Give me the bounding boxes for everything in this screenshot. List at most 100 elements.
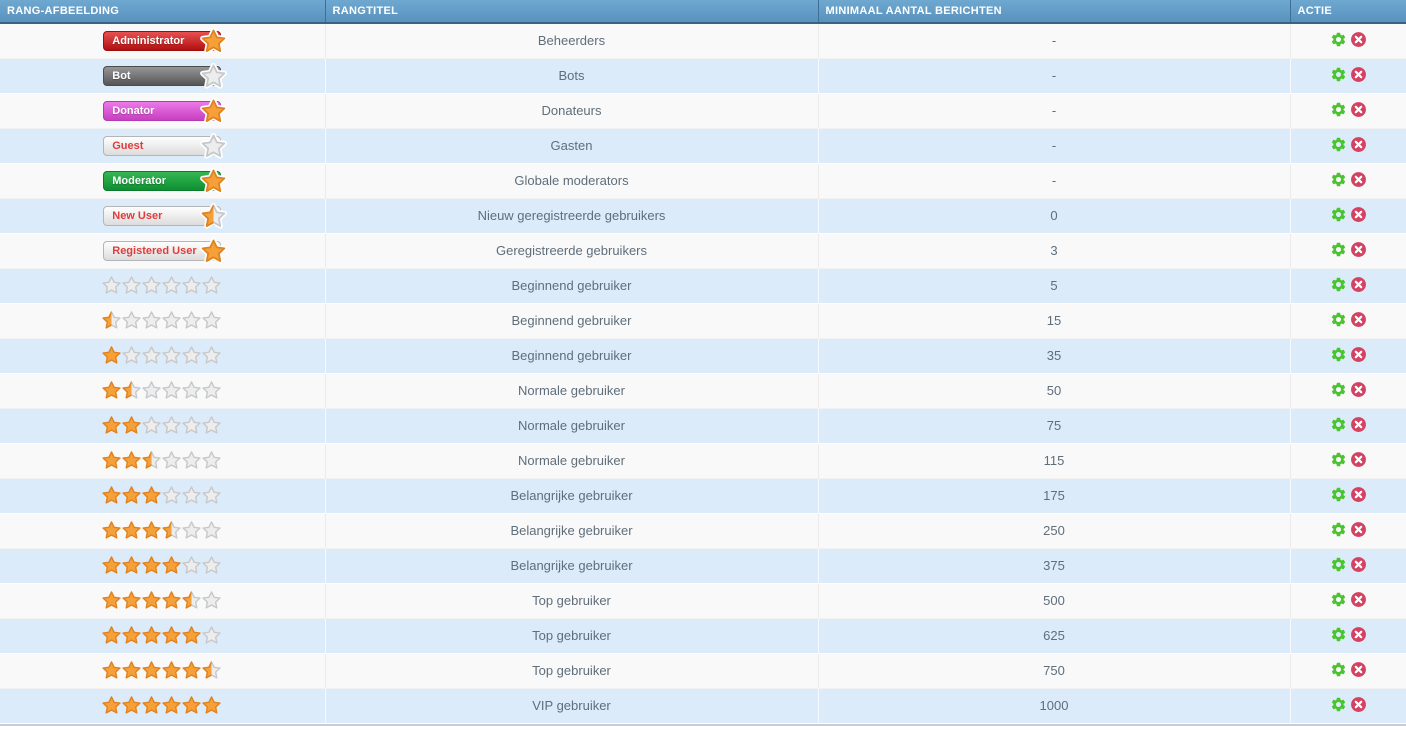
actions-cell xyxy=(1289,58,1406,94)
gear-icon[interactable] xyxy=(1330,451,1347,468)
actions-cell xyxy=(1289,653,1406,689)
rank-row: Donator Donateurs - xyxy=(0,93,1406,129)
delete-icon[interactable] xyxy=(1350,206,1367,223)
delete-icon[interactable] xyxy=(1350,521,1367,538)
delete-icon[interactable] xyxy=(1350,136,1367,153)
rank-badge-label: Donator xyxy=(112,104,155,117)
rank-image-cell xyxy=(0,513,325,549)
gear-icon[interactable] xyxy=(1330,31,1347,48)
rank-image-cell xyxy=(0,303,325,339)
gear-icon[interactable] xyxy=(1330,661,1347,678)
star-icon xyxy=(162,416,181,434)
star-icon xyxy=(162,696,181,714)
star-icon xyxy=(202,381,221,399)
star-icon xyxy=(182,311,201,329)
rank-title-cell: Belangrijke gebruiker xyxy=(324,478,818,514)
actions-cell xyxy=(1289,163,1406,199)
gear-icon[interactable] xyxy=(1330,416,1347,433)
gear-icon[interactable] xyxy=(1330,521,1347,538)
delete-icon[interactable] xyxy=(1350,276,1367,293)
gear-icon[interactable] xyxy=(1330,101,1347,118)
gear-icon[interactable] xyxy=(1330,591,1347,608)
gear-icon[interactable] xyxy=(1330,311,1347,328)
badge-star-icon xyxy=(200,62,228,90)
star-icon xyxy=(182,381,201,399)
star-icon xyxy=(122,311,141,329)
min-posts-cell: 3 xyxy=(817,233,1290,269)
gear-icon[interactable] xyxy=(1330,136,1347,153)
rank-image-cell xyxy=(0,268,325,304)
gear-icon[interactable] xyxy=(1330,206,1347,223)
rank-badge: Donator xyxy=(103,97,228,124)
star-icon xyxy=(162,556,181,574)
gear-icon[interactable] xyxy=(1330,241,1347,258)
rank-title-cell: Normale gebruiker xyxy=(324,373,818,409)
star-icon xyxy=(142,696,161,714)
star-icon xyxy=(142,486,161,504)
rank-row: New User Nieuw geregistreerde gebruikers 0 xyxy=(0,198,1406,234)
delete-icon[interactable] xyxy=(1350,31,1367,48)
star-icon xyxy=(182,486,201,504)
delete-icon[interactable] xyxy=(1350,626,1367,643)
gear-icon[interactable] xyxy=(1330,626,1347,643)
delete-icon[interactable] xyxy=(1350,416,1367,433)
delete-icon[interactable] xyxy=(1350,556,1367,573)
star-icon xyxy=(182,661,201,679)
rank-row: Normale gebruiker 50 xyxy=(0,373,1406,409)
gear-icon[interactable] xyxy=(1330,171,1347,188)
delete-icon[interactable] xyxy=(1350,696,1367,713)
delete-icon[interactable] xyxy=(1350,591,1367,608)
star-icon xyxy=(162,381,181,399)
min-posts-cell: 1000 xyxy=(817,688,1290,724)
star-icon xyxy=(162,276,181,294)
star-icon xyxy=(182,591,201,609)
gear-icon[interactable] xyxy=(1330,696,1347,713)
star-icon xyxy=(162,486,181,504)
star-icon xyxy=(182,626,201,644)
gear-icon[interactable] xyxy=(1330,276,1347,293)
rank-image-cell xyxy=(0,548,325,584)
delete-icon[interactable] xyxy=(1350,101,1367,118)
rank-row: Belangrijke gebruiker 375 xyxy=(0,548,1406,584)
badge-star-icon xyxy=(200,202,228,230)
delete-icon[interactable] xyxy=(1350,171,1367,188)
gear-icon[interactable] xyxy=(1330,381,1347,398)
min-posts-cell: - xyxy=(817,163,1290,199)
gear-icon[interactable] xyxy=(1330,346,1347,363)
gear-icon[interactable] xyxy=(1330,486,1347,503)
actions-cell xyxy=(1289,303,1406,339)
gear-icon[interactable] xyxy=(1330,66,1347,83)
delete-icon[interactable] xyxy=(1350,241,1367,258)
min-posts-cell: 35 xyxy=(817,338,1290,374)
actions-cell xyxy=(1289,198,1406,234)
rank-title-cell: Belangrijke gebruiker xyxy=(324,548,818,584)
rank-badge: Registered User xyxy=(103,237,228,264)
rank-title-cell: Normale gebruiker xyxy=(324,443,818,479)
star-icon xyxy=(162,626,181,644)
delete-icon[interactable] xyxy=(1350,311,1367,328)
rank-row: Belangrijke gebruiker 250 xyxy=(0,513,1406,549)
star-icon xyxy=(202,661,221,679)
delete-icon[interactable] xyxy=(1350,486,1367,503)
column-header-rank-title: RANGTITEL xyxy=(324,0,818,24)
delete-icon[interactable] xyxy=(1350,346,1367,363)
actions-cell xyxy=(1289,548,1406,584)
badge-star-icon xyxy=(200,237,228,265)
delete-icon[interactable] xyxy=(1350,661,1367,678)
rank-badge: Guest xyxy=(103,132,228,159)
gear-icon[interactable] xyxy=(1330,556,1347,573)
star-icon xyxy=(142,591,161,609)
delete-icon[interactable] xyxy=(1350,381,1367,398)
min-posts-cell: 175 xyxy=(817,478,1290,514)
star-icon xyxy=(162,311,181,329)
star-icon xyxy=(200,62,228,89)
rank-row: Registered User Geregistreerde gebruikers… xyxy=(0,233,1406,269)
delete-icon[interactable] xyxy=(1350,66,1367,83)
delete-icon[interactable] xyxy=(1350,451,1367,468)
rank-title-cell: Beginnend gebruiker xyxy=(324,303,818,339)
actions-cell xyxy=(1289,443,1406,479)
badge-star-icon xyxy=(200,97,228,125)
star-icon xyxy=(162,346,181,364)
actions-cell xyxy=(1289,373,1406,409)
rank-title-cell: Belangrijke gebruiker xyxy=(324,513,818,549)
